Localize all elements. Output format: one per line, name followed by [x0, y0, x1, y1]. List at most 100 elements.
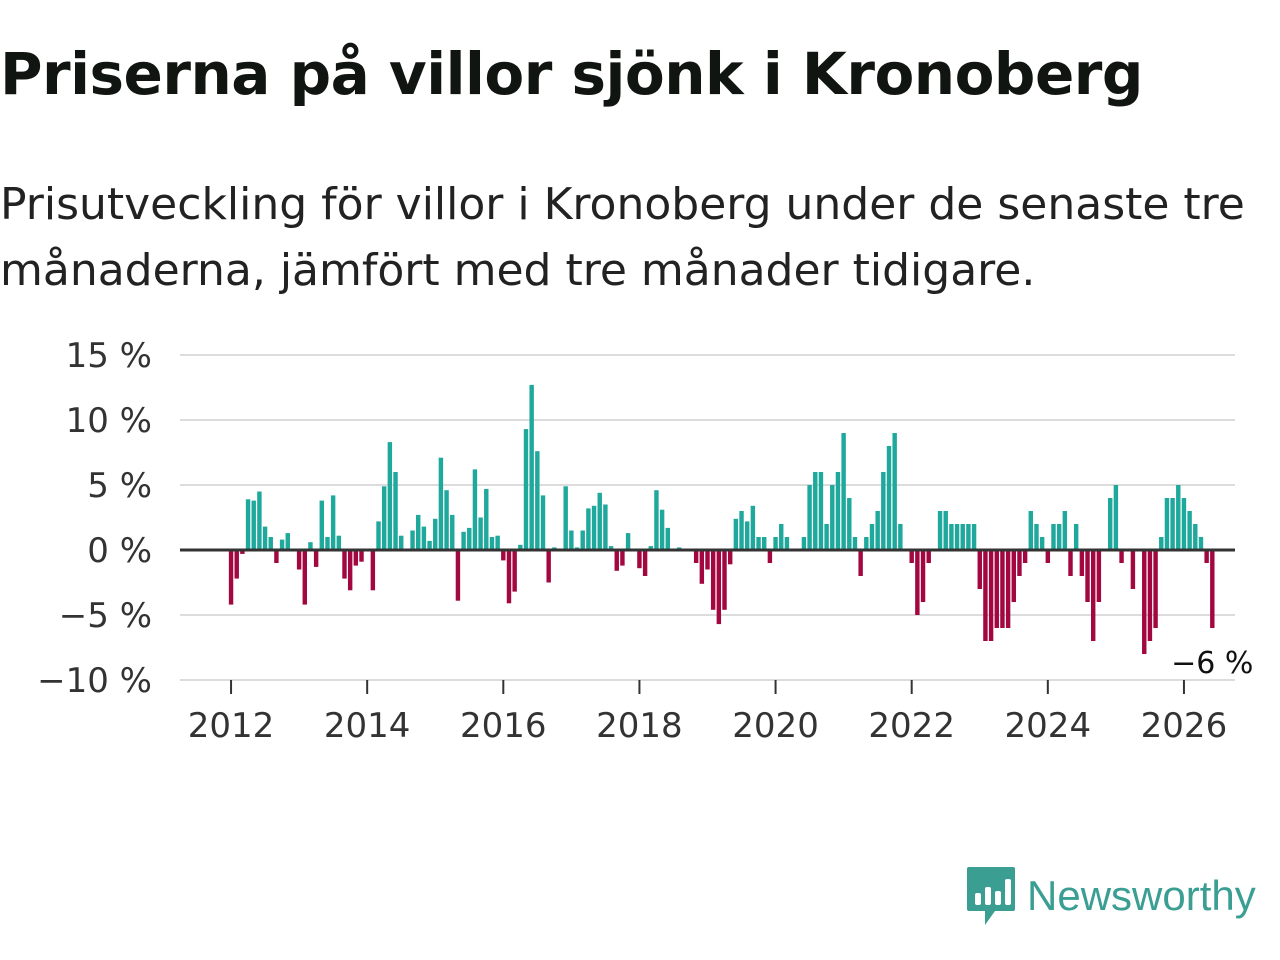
bar	[915, 550, 920, 615]
bar	[813, 472, 818, 550]
bar	[359, 550, 364, 562]
bar	[733, 518, 739, 550]
bar	[654, 490, 659, 550]
bar	[484, 488, 489, 550]
bar	[954, 524, 960, 550]
bar	[1181, 498, 1187, 550]
bar	[251, 500, 256, 550]
bar	[399, 535, 404, 550]
bar	[841, 433, 846, 550]
bar	[858, 550, 863, 576]
bar	[988, 550, 994, 641]
bar	[506, 550, 512, 604]
bar	[279, 539, 285, 550]
bar	[381, 486, 387, 550]
bar	[1062, 511, 1068, 550]
bar	[886, 446, 892, 550]
bar	[943, 511, 948, 550]
bar	[767, 550, 773, 563]
bar	[1193, 524, 1198, 550]
bar	[591, 505, 597, 550]
bar	[1176, 485, 1181, 550]
bar	[1079, 550, 1085, 576]
bar	[710, 550, 716, 610]
bar	[966, 524, 971, 550]
bar	[512, 550, 517, 592]
bar	[262, 526, 268, 550]
bar	[1164, 498, 1170, 550]
bar	[1011, 550, 1016, 602]
bar	[881, 472, 886, 550]
bar	[1068, 550, 1073, 576]
bar	[1000, 550, 1005, 628]
bar	[1113, 485, 1119, 550]
bar	[268, 537, 273, 550]
y-tick-label: 10 %	[66, 401, 152, 441]
bar	[869, 524, 875, 550]
bar	[427, 540, 432, 550]
bar	[285, 533, 290, 550]
bar	[1039, 537, 1045, 550]
bar	[648, 546, 653, 550]
bar	[665, 527, 670, 550]
newsworthy-logo[interactable]: Newsworthy	[965, 864, 1256, 928]
bar	[330, 495, 336, 550]
bar	[234, 550, 239, 579]
bar	[540, 495, 546, 550]
bar	[257, 491, 262, 550]
bar	[347, 550, 353, 591]
bar	[875, 511, 880, 550]
bar	[580, 530, 585, 550]
bar	[807, 485, 812, 550]
bar	[625, 533, 631, 550]
x-tick-label: 2018	[596, 706, 683, 746]
bar	[949, 524, 954, 550]
bar	[245, 499, 251, 550]
last-value-label: −6 %	[1171, 646, 1253, 681]
bar	[603, 504, 608, 550]
bar	[659, 509, 665, 550]
newsworthy-logo-icon	[967, 867, 1015, 925]
bar	[756, 537, 761, 550]
gridlines	[180, 354, 1235, 681]
y-tick-label: 5 %	[87, 466, 152, 506]
bar	[302, 550, 307, 605]
bar	[693, 550, 699, 563]
bar	[518, 544, 523, 550]
bar	[597, 492, 602, 550]
bar	[1130, 550, 1136, 589]
bar	[1210, 550, 1215, 628]
bar	[1198, 537, 1204, 550]
x-tick-label: 2016	[460, 706, 547, 746]
bar	[983, 550, 988, 641]
bar	[1073, 524, 1079, 550]
bar	[1017, 550, 1022, 576]
x-tick-label: 2012	[188, 706, 275, 746]
y-tick-label: −5 %	[59, 596, 152, 636]
bar	[467, 527, 472, 550]
bar	[228, 550, 234, 605]
bar	[1119, 550, 1124, 563]
bar-chart: 15 % 10 % 5 % 0 % −5 % −10 % 2012 2014 2016 2018…	[37, 336, 1253, 746]
bar	[1085, 550, 1090, 602]
bar	[1056, 524, 1062, 550]
bar	[1108, 498, 1113, 550]
bar	[830, 485, 835, 550]
bar	[722, 550, 727, 610]
bar	[762, 537, 767, 550]
bar	[818, 472, 824, 550]
bar	[926, 550, 931, 563]
bar	[1090, 550, 1096, 641]
bar	[569, 530, 574, 550]
bar	[750, 505, 756, 550]
bar	[472, 469, 478, 550]
bar	[892, 433, 897, 550]
bar	[835, 472, 841, 550]
bar	[376, 521, 381, 550]
bar	[727, 550, 733, 565]
bar	[308, 542, 313, 550]
bar	[489, 537, 495, 550]
bar	[1204, 550, 1209, 563]
bar	[535, 451, 540, 550]
bar	[393, 472, 398, 550]
